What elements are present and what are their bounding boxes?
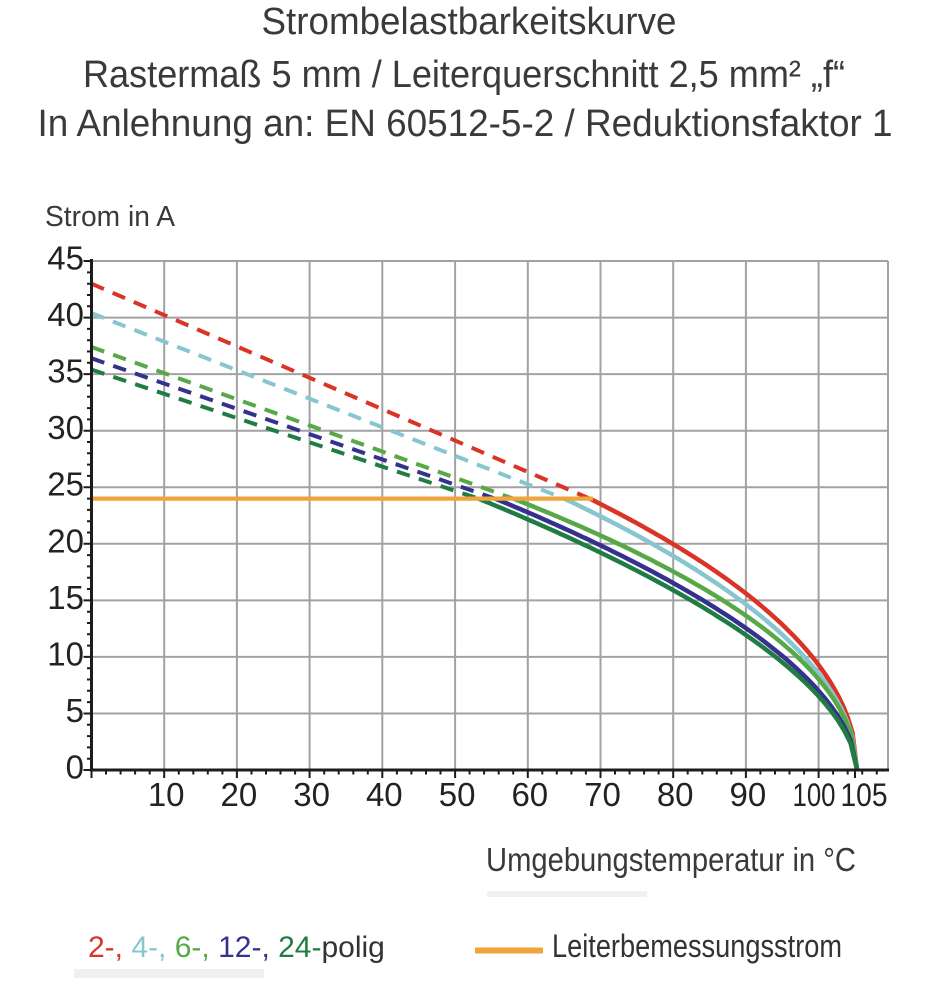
svg-text:0: 0 xyxy=(66,749,84,786)
svg-text:45: 45 xyxy=(47,240,84,277)
svg-text:40: 40 xyxy=(366,776,403,813)
svg-text:10: 10 xyxy=(148,776,185,813)
svg-text:5: 5 xyxy=(66,692,84,729)
svg-text:Strombelastbarkeitskurve: Strombelastbarkeitskurve xyxy=(262,1,677,43)
svg-text:50: 50 xyxy=(439,776,476,813)
svg-text:105: 105 xyxy=(841,777,888,813)
svg-text:30: 30 xyxy=(293,776,330,813)
svg-text:20: 20 xyxy=(221,776,258,813)
svg-text:Umgebungstemperatur in °C: Umgebungstemperatur in °C xyxy=(486,841,856,878)
svg-text:80: 80 xyxy=(657,776,694,813)
svg-text:100: 100 xyxy=(793,777,836,813)
svg-text:2-, 4-, 6-, 12-, 24-polig: 2-, 4-, 6-, 12-, 24-polig xyxy=(88,931,385,964)
svg-text:10: 10 xyxy=(47,635,84,672)
svg-text:Leiterbemessungsstrom: Leiterbemessungsstrom xyxy=(552,928,842,964)
svg-text:35: 35 xyxy=(47,353,84,390)
svg-text:40: 40 xyxy=(47,296,84,333)
svg-text:In Anlehnung an: EN 60512-5-2: In Anlehnung an: EN 60512-5-2 / Reduktio… xyxy=(38,103,893,145)
svg-text:25: 25 xyxy=(47,466,84,503)
svg-text:20: 20 xyxy=(47,522,84,559)
svg-text:60: 60 xyxy=(511,776,548,813)
svg-text:70: 70 xyxy=(584,776,621,813)
svg-text:30: 30 xyxy=(47,409,84,446)
svg-text:Strom in A: Strom in A xyxy=(45,201,176,233)
svg-text:Rastermaß 5 mm / Leiterquersch: Rastermaß 5 mm / Leiterquerschnitt 2,5 m… xyxy=(83,54,845,96)
svg-text:15: 15 xyxy=(47,579,84,616)
svg-text:90: 90 xyxy=(730,776,767,813)
